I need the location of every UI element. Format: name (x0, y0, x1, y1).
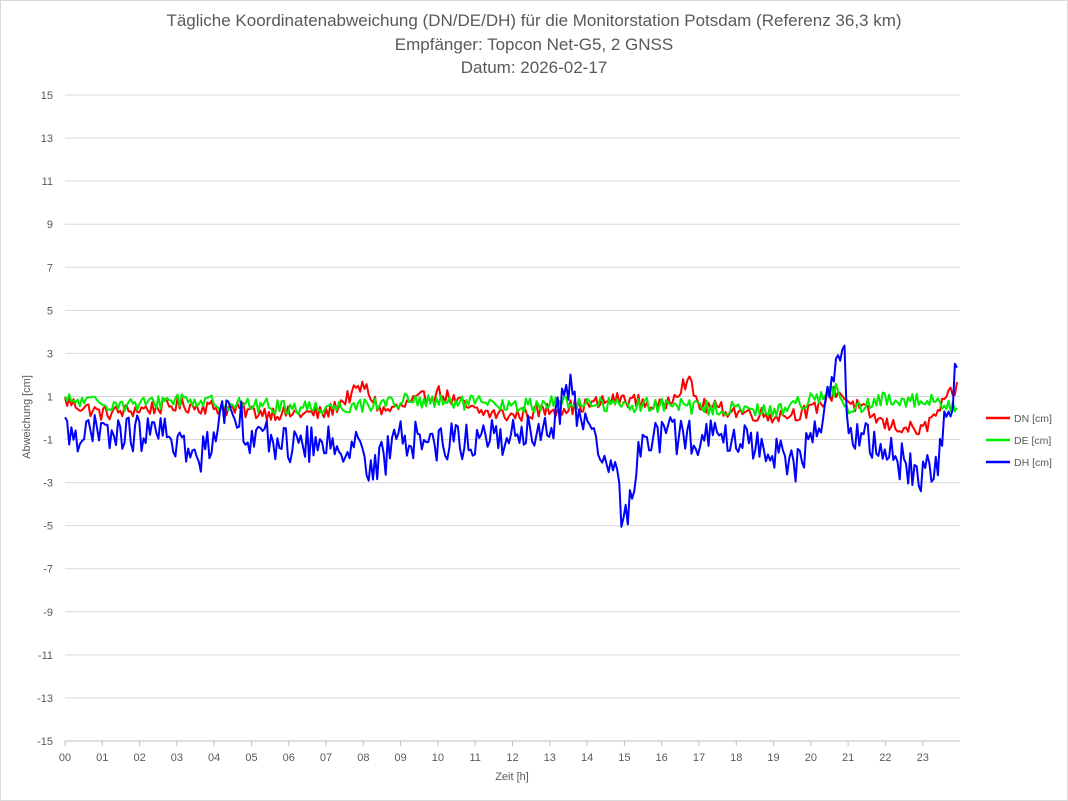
x-tick-label: 22 (879, 752, 891, 764)
y-tick-label: 7 (47, 262, 53, 274)
x-tick-label: 21 (842, 752, 854, 764)
x-tick-label: 11 (469, 752, 480, 764)
y-tick-label: 11 (42, 176, 53, 188)
series-lines (64, 344, 958, 528)
y-tick-label: -11 (38, 650, 53, 662)
y-tick-label: 9 (47, 219, 53, 231)
x-tick-label: 13 (544, 752, 556, 764)
x-tick-label: 23 (917, 752, 929, 764)
x-tick-label: 06 (283, 752, 295, 764)
x-tick-label: 07 (320, 752, 332, 764)
grid-lines (64, 94, 960, 746)
x-axis-label: Zeit [h] (495, 771, 529, 783)
legend: DN [cm] DE [cm] DH [cm] (986, 413, 1052, 469)
x-tick-label: 03 (171, 752, 183, 764)
series-line-dn (64, 375, 958, 436)
chart-title: Tägliche Koordinatenabweichung (DN/DE/DH… (166, 11, 902, 30)
x-tick-label: 02 (133, 752, 145, 764)
x-tick-label: 00 (59, 752, 71, 764)
y-tick-label: -3 (43, 478, 53, 490)
x-tick-label: 09 (395, 752, 407, 764)
y-tick-label: -9 (43, 607, 53, 619)
y-tick-label: -13 (37, 693, 53, 705)
legend-label: DH [cm] (1014, 457, 1052, 469)
x-tick-label: 08 (357, 752, 369, 764)
x-tick-label: 04 (208, 752, 220, 764)
series-line-de (64, 382, 958, 418)
y-tick-label: 15 (41, 90, 53, 102)
y-tick-label: 13 (41, 133, 53, 145)
x-tick-label: 17 (693, 752, 705, 764)
x-tick-label: 19 (767, 752, 779, 764)
legend-label: DE [cm] (1014, 435, 1051, 447)
chart-subtitle-receiver: Empfänger: Topcon Net-G5, 2 GNSS (394, 35, 674, 54)
y-tick-label: -15 (37, 736, 53, 748)
x-tick-label: 10 (432, 752, 444, 764)
x-tick-label: 15 (618, 752, 630, 764)
x-tick-label: 05 (245, 752, 257, 764)
y-tick-label: -5 (43, 521, 53, 533)
y-tick-label: 3 (47, 348, 53, 360)
series-line-dh (64, 344, 958, 528)
y-tick-label: 5 (47, 305, 53, 317)
x-tick-label: 12 (506, 752, 518, 764)
x-tick-label: 16 (656, 752, 668, 764)
legend-label: DN [cm] (1014, 413, 1052, 425)
y-tick-label: -7 (43, 564, 53, 576)
y-tick-label: 1 (47, 391, 53, 403)
x-tick-label: 14 (581, 752, 593, 764)
x-tick-label: 20 (805, 752, 817, 764)
y-tick-label: -1 (43, 435, 53, 447)
x-tick-label: 18 (730, 752, 742, 764)
y-axis-label: Abweichung [cm] (21, 375, 33, 459)
chart-subtitle-date: Datum: 2026-02-17 (460, 58, 608, 77)
y-tick-labels: 15 13 11 9 7 5 3 1 -1 -3 -5 -7 -9 -11 -13 -15 (37, 90, 53, 748)
x-tick-label: 01 (96, 752, 108, 764)
x-tick-labels: 00 01 02 03 04 05 06 07 08 09 10 11 12 13 14 15 16 17 18 19… (59, 752, 929, 764)
